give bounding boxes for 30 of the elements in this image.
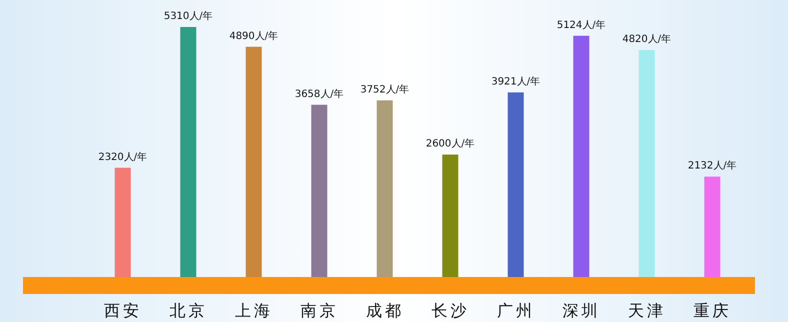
x-tick-label: 西安 [104,302,142,320]
data-label: 2320人/年 [98,150,148,163]
x-tick-label: 深圳 [562,302,600,320]
data-label: 5310人/年 [164,10,213,22]
x-tick-label: 重庆 [693,302,732,320]
data-label: 3752人/年 [360,83,410,96]
data-label: 3658人/年 [294,88,344,100]
data-label: 3921人/年 [491,75,540,88]
bar [246,46,262,277]
x-tick-label: 成都 [366,302,404,320]
x-tick-label: 南京 [300,302,338,320]
bar [638,50,655,277]
data-label: 2132人/年 [688,160,737,172]
data-label: 4890人/年 [229,30,278,42]
data-label: 5124人/年 [556,18,606,31]
x-tick-label: 上海 [234,302,273,320]
bar [704,176,720,277]
bar [311,104,328,277]
bar [442,154,458,277]
x-tick-label: 长沙 [431,302,470,320]
bar [180,27,196,277]
x-tick-label: 天津 [628,302,666,320]
data-label: 2600人/年 [426,138,475,150]
bar [114,168,131,277]
x-tick-label: 广州 [496,302,535,320]
bar [573,36,590,277]
bar [508,92,524,277]
data-label: 4820人/年 [622,33,672,46]
bar [376,100,393,277]
x-tick-label: 北京 [169,302,208,320]
